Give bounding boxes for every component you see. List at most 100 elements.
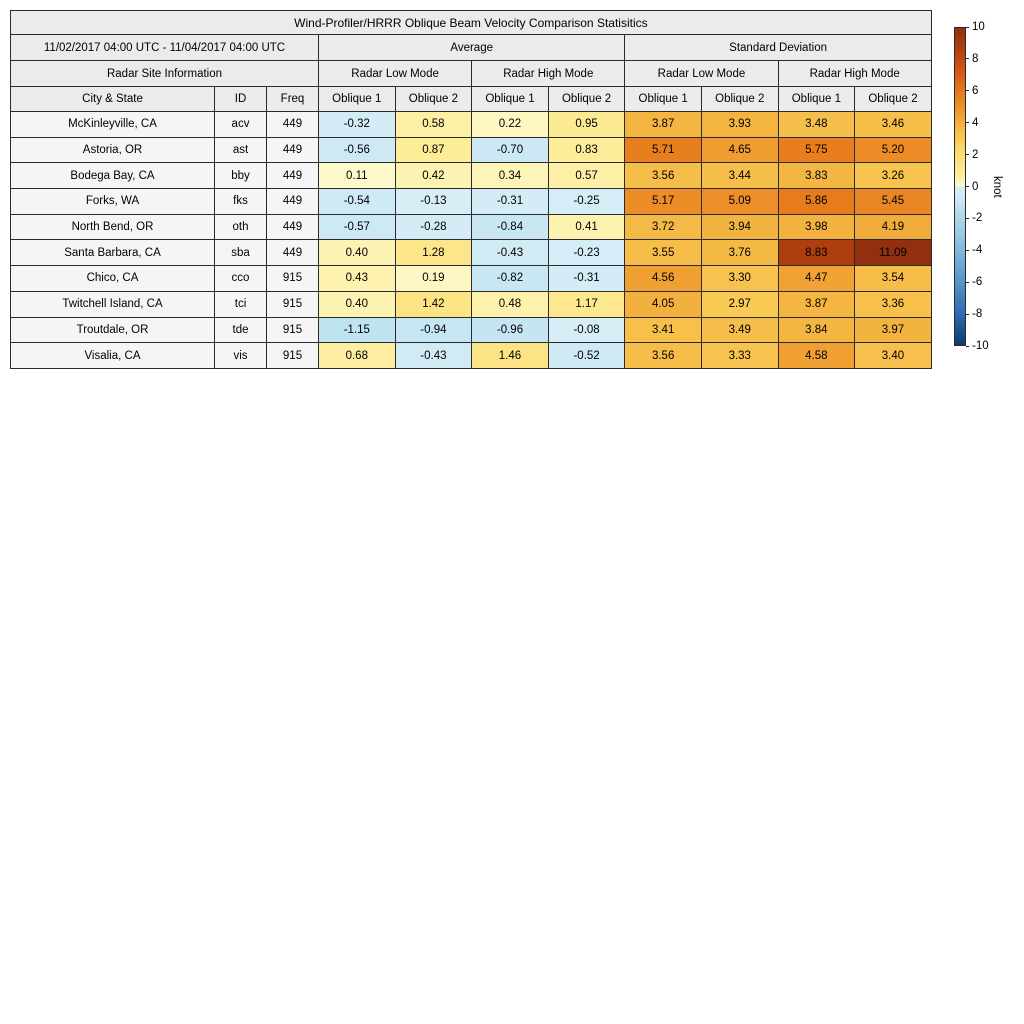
freq-cell: 449	[266, 162, 319, 190]
freq-cell: 915	[266, 316, 319, 344]
value-cell: -0.54	[318, 188, 396, 215]
colorbar-tick-label: 6	[972, 84, 979, 97]
value-cell: -0.57	[318, 213, 396, 241]
value-cell: 3.83	[777, 162, 856, 190]
value-cell: -0.32	[318, 111, 396, 138]
value-cell: 5.20	[854, 136, 932, 164]
value-cell: 3.40	[854, 342, 932, 369]
value-cell: 4.65	[700, 136, 779, 164]
value-cell: 1.42	[394, 290, 473, 318]
colorbar-axis-label: knot	[991, 175, 1003, 198]
value-cell: 4.58	[777, 342, 856, 369]
value-cell: 3.33	[700, 342, 779, 369]
value-cell: 5.45	[854, 188, 932, 215]
value-cell: 11.09	[854, 239, 932, 267]
value-cell: 3.54	[854, 265, 932, 292]
value-cell: 5.86	[777, 188, 856, 215]
freq-cell: 449	[266, 111, 319, 138]
freq-cell: 915	[266, 342, 319, 369]
table-row: North Bend, OR oth 449 -0.57 -0.28 -0.84 0.41 3…	[10, 213, 932, 241]
freq-cell: 449	[266, 136, 319, 164]
colorbar-tick-label: 10	[972, 21, 985, 33]
value-cell: 3.36	[854, 290, 932, 318]
table-row: Forks, WA fks 449 -0.54 -0.13 -0.31 -0.25 5.17 5…	[10, 188, 932, 215]
city-cell: Visalia, CA	[10, 342, 215, 369]
col-header-oblique: Oblique 2	[854, 86, 932, 112]
mode-header-avg-low: Radar Low Mode	[317, 60, 473, 87]
city-cell: Forks, WA	[10, 188, 215, 215]
col-header-id: ID	[214, 86, 267, 112]
value-cell: 3.76	[700, 239, 779, 267]
freq-cell: 449	[266, 188, 319, 215]
mode-header-std-high: Radar High Mode	[777, 60, 932, 87]
value-cell: 0.58	[394, 111, 473, 138]
group-header-std: Standard Deviation	[624, 34, 932, 61]
id-cell: ast	[214, 136, 267, 164]
value-cell: 5.71	[624, 136, 702, 164]
colorbar-tick	[966, 281, 969, 283]
value-cell: 0.83	[547, 136, 626, 164]
table-row: Santa Barbara, CA sba 449 0.40 1.28 -0.43 -0.2…	[10, 239, 932, 267]
value-cell: -0.25	[547, 188, 626, 215]
value-cell: 0.87	[394, 136, 473, 164]
value-cell: 0.22	[471, 111, 549, 138]
value-cell: 4.19	[854, 213, 932, 241]
colorbar-tick-label: -6	[972, 276, 983, 289]
id-cell: acv	[214, 111, 267, 138]
colorbar-tick	[966, 217, 969, 219]
value-cell: 8.83	[777, 239, 856, 267]
value-cell: 1.28	[394, 239, 473, 267]
table-row: Chico, CA cco 915 0.43 0.19 -0.82 -0.31 4.56 3.3…	[10, 265, 932, 292]
colorbar-tick	[966, 345, 969, 347]
colorbar-tick	[966, 122, 969, 124]
freq-cell: 915	[266, 290, 319, 318]
value-cell: -0.31	[471, 188, 549, 215]
table-row: Astoria, OR ast 449 -0.56 0.87 -0.70 0.83 5.71 4…	[10, 136, 932, 164]
id-cell: sba	[214, 239, 267, 267]
title-row: Wind-Profiler/HRRR Oblique Beam Velocity…	[10, 10, 932, 35]
value-cell: 3.87	[777, 290, 856, 318]
id-cell: fks	[214, 188, 267, 215]
value-cell: 3.49	[700, 316, 779, 344]
id-cell: oth	[214, 213, 267, 241]
id-cell: tde	[214, 316, 267, 344]
table-body: McKinleyville, CA acv 449 -0.32 0.58 0.22 0.95…	[10, 111, 932, 369]
col-header-oblique: Oblique 2	[394, 86, 473, 112]
col-header-oblique: Oblique 2	[547, 86, 626, 112]
value-cell: 0.43	[318, 265, 396, 292]
col-header-oblique: Oblique 1	[318, 86, 396, 112]
value-cell: 0.95	[547, 111, 626, 138]
group-header-average: Average	[317, 34, 626, 61]
colorbar-gradient	[954, 27, 966, 346]
freq-cell: 449	[266, 239, 319, 267]
value-cell: -0.56	[318, 136, 396, 164]
city-cell: Bodega Bay, CA	[10, 162, 215, 190]
value-cell: 1.17	[547, 290, 626, 318]
value-cell: 3.84	[777, 316, 856, 344]
value-cell: 5.09	[700, 188, 779, 215]
value-cell: 3.56	[624, 342, 702, 369]
table-row: Visalia, CA vis 915 0.68 -0.43 1.46 -0.52 3.56 3…	[10, 342, 932, 369]
value-cell: -0.70	[471, 136, 549, 164]
value-cell: 3.94	[700, 213, 779, 241]
value-cell: 3.55	[624, 239, 702, 267]
value-cell: 0.57	[547, 162, 626, 190]
col-header-oblique: Oblique 2	[700, 86, 779, 112]
colorbar: 10 8 6 4 2 0 -2 -4 -6 -8 -10 knot	[954, 21, 1024, 352]
value-cell: 0.42	[394, 162, 473, 190]
colorbar-tick-label: -10	[972, 340, 989, 352]
value-cell: 3.97	[854, 316, 932, 344]
id-cell: tci	[214, 290, 267, 318]
value-cell: -0.28	[394, 213, 473, 241]
city-cell: Astoria, OR	[10, 136, 215, 164]
id-cell: bby	[214, 162, 267, 190]
comparison-table: Wind-Profiler/HRRR Oblique Beam Velocity…	[10, 10, 932, 369]
value-cell: -0.84	[471, 213, 549, 241]
colorbar-tick	[966, 313, 969, 315]
table-row: Twitchell Island, CA tci 915 0.40 1.42 0.48 1.…	[10, 290, 932, 318]
id-cell: cco	[214, 265, 267, 292]
value-cell: 0.41	[547, 213, 626, 241]
id-cell: vis	[214, 342, 267, 369]
value-cell: 5.17	[624, 188, 702, 215]
value-cell: 3.93	[700, 111, 779, 138]
